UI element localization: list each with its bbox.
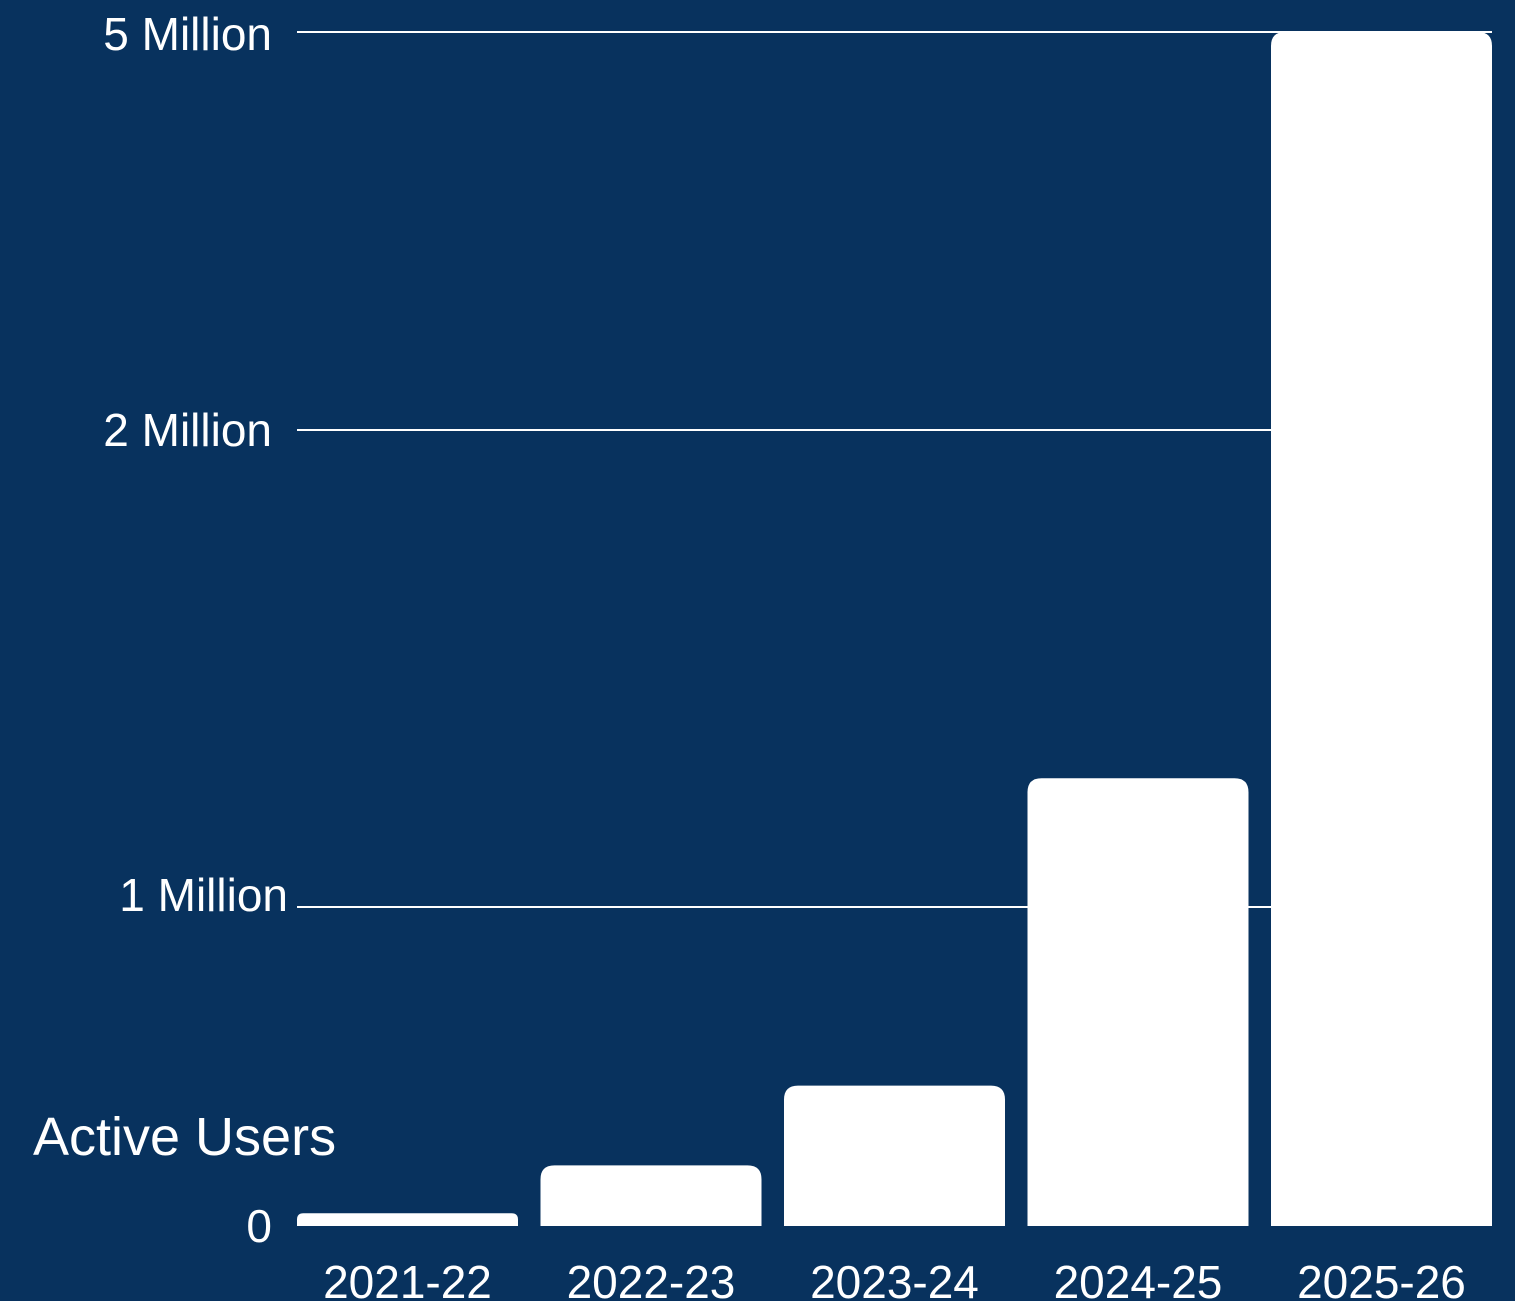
y-tick-label: 5 Million xyxy=(103,8,272,60)
bar-2022-23 xyxy=(540,1165,762,1226)
y-axis-tick-labels: 0 1 Million 2 Million 5 Million xyxy=(103,8,288,1252)
bar-2024-25 xyxy=(1027,778,1249,1226)
bar-2023-24 xyxy=(784,1085,1005,1226)
x-tick-label: 2023-24 xyxy=(810,1256,979,1301)
y-axis-title: Active Users xyxy=(33,1107,336,1167)
bars xyxy=(297,32,1492,1226)
y-tick-label: 1 Million xyxy=(119,869,288,921)
x-tick-label: 2024-25 xyxy=(1054,1256,1223,1301)
x-axis-tick-labels: 2021-22 2022-23 2023-24 2024-25 2025-26 xyxy=(323,1256,1466,1301)
y-tick-label: 0 xyxy=(246,1200,272,1252)
bar-2021-22 xyxy=(297,1213,518,1226)
x-tick-label: 2022-23 xyxy=(567,1256,736,1301)
y-tick-label: 2 Million xyxy=(103,404,272,456)
x-tick-label: 2021-22 xyxy=(323,1256,492,1301)
bar-2025-26 xyxy=(1271,32,1492,1226)
x-tick-label: 2025-26 xyxy=(1297,1256,1466,1301)
